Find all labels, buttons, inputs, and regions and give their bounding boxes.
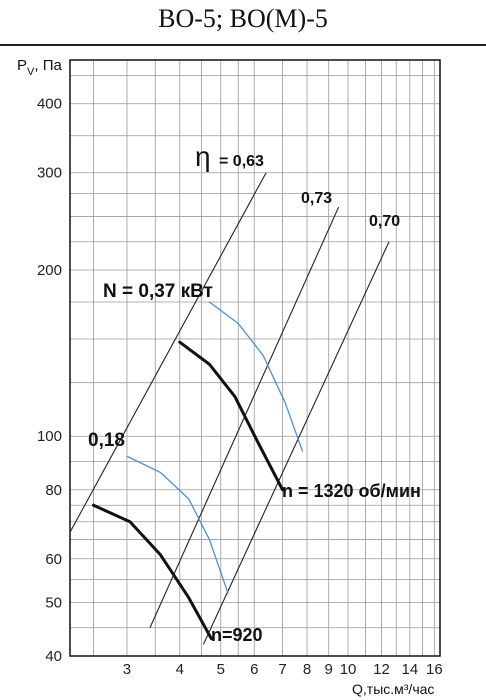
y-tick-labels: 40 50 60 80 100 200 300 400 <box>37 96 62 665</box>
y-tick-label: 400 <box>37 96 62 113</box>
data-series <box>91 301 304 641</box>
x-tick-label: 10 <box>340 661 357 678</box>
x-tick-label: 6 <box>250 661 258 678</box>
y-tick-label: 100 <box>37 428 62 445</box>
power-label-018: 0,18 <box>88 430 125 451</box>
efficiency-lines <box>69 172 390 645</box>
x-tick-labels: 3 4 5 6 7 8 9 10 12 14 16 <box>123 661 443 678</box>
x-tick-label: 3 <box>123 661 131 678</box>
y-tick-label: 60 <box>45 551 62 568</box>
power-label-037: N = 0,37 кВт <box>103 281 213 302</box>
series-curve <box>91 503 213 641</box>
efficiency-line <box>202 241 390 645</box>
y-tick-label: 80 <box>45 482 62 499</box>
eta-label-063: = 0,63 <box>219 153 264 170</box>
speed-label-920: n=920 <box>211 625 263 645</box>
x-tick-label: 5 <box>217 661 225 678</box>
y-tick-label: 300 <box>37 165 62 182</box>
plot-frame <box>69 59 441 657</box>
y-axis-label: PV, Па <box>17 57 62 78</box>
x-axis-label: Q,тыс.м³/час <box>352 681 434 697</box>
eta-label-070: 0,70 <box>369 213 400 230</box>
series-curve <box>178 340 285 492</box>
x-tick-label: 7 <box>278 661 286 678</box>
x-tick-label: 4 <box>176 661 184 678</box>
efficiency-line <box>69 172 267 533</box>
series-curve <box>208 301 304 452</box>
y-tick-label: 200 <box>37 262 62 279</box>
x-tick-label: 14 <box>401 661 418 678</box>
y-tick-label: 40 <box>45 648 62 665</box>
x-tick-label: 12 <box>373 661 390 678</box>
speed-label-1320: n = 1320 об/мин <box>282 481 421 501</box>
x-tick-label: 8 <box>303 661 311 678</box>
eta-symbol: η <box>195 141 211 172</box>
eta-label-073: 0,73 <box>301 190 332 207</box>
x-tick-label: 16 <box>426 661 443 678</box>
grid <box>70 60 440 657</box>
x-tick-label: 9 <box>325 661 333 678</box>
title-divider <box>0 44 486 46</box>
series-curve <box>126 455 229 594</box>
y-tick-label: 50 <box>45 594 62 611</box>
chart-title: ВО-5; ВО(М)-5 <box>158 4 328 33</box>
